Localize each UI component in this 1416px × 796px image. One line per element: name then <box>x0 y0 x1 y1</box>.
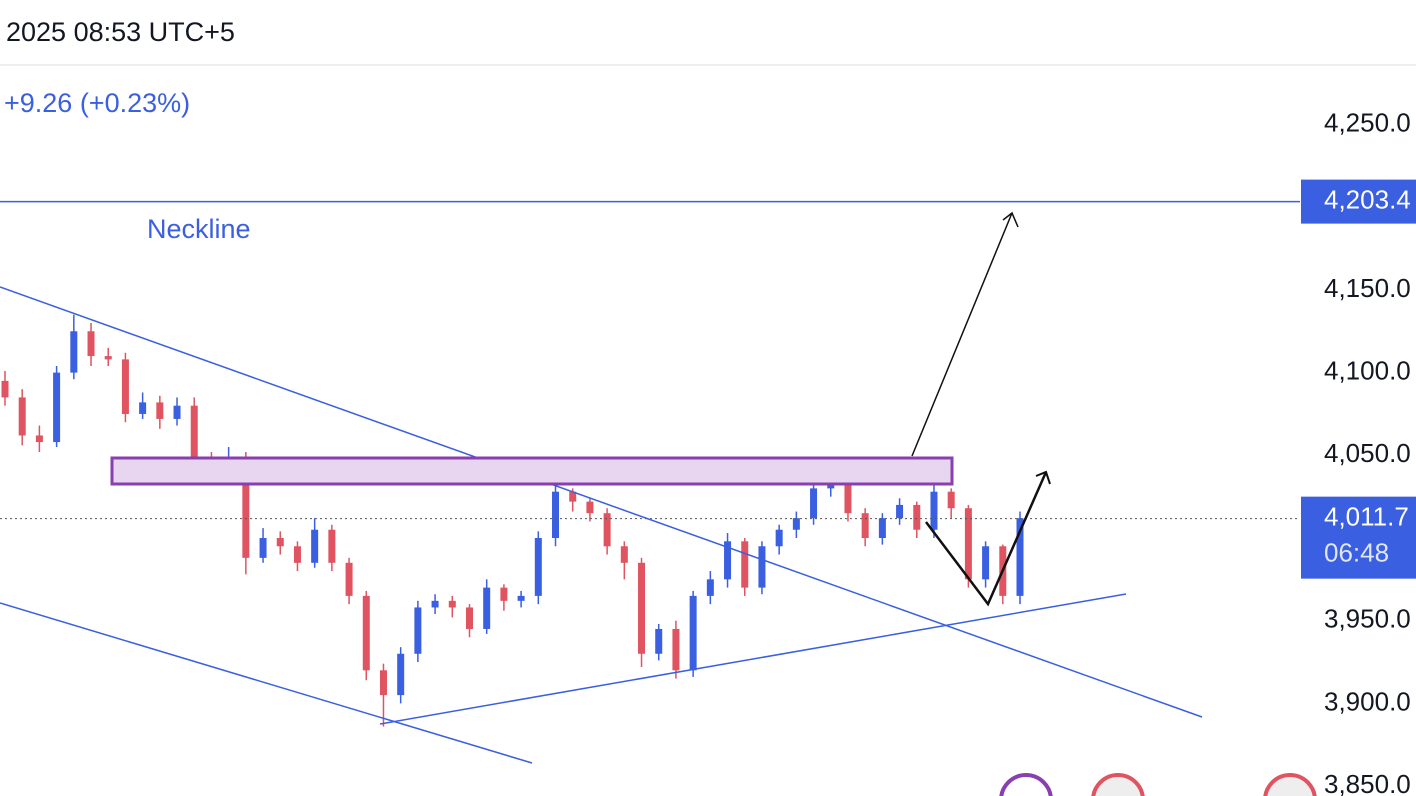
candle-body <box>706 579 714 596</box>
icon[interactable] <box>1091 773 1145 796</box>
candle-body <box>311 529 319 563</box>
candle-body <box>569 491 577 502</box>
candle-body <box>190 405 198 459</box>
y-tick-label: 3,900.0 <box>1324 686 1411 716</box>
candle-body <box>448 600 456 608</box>
y-tick-label: 4,050.0 <box>1324 438 1411 468</box>
y-tick-label: 4,150.0 <box>1324 273 1411 303</box>
candle-body <box>758 546 766 588</box>
trendline <box>0 286 1203 718</box>
candle-body <box>534 538 542 596</box>
y-tick-label: 4,100.0 <box>1324 355 1411 385</box>
candle-body <box>259 538 267 558</box>
arrow-head <box>1002 211 1019 228</box>
candle-body <box>861 513 869 538</box>
candle-body <box>431 600 439 608</box>
toolbar-icons <box>999 773 1317 796</box>
icon[interactable] <box>999 773 1053 796</box>
projection-path <box>925 471 1048 607</box>
candle-body <box>689 595 697 671</box>
candle-body <box>53 372 61 443</box>
candle-body <box>655 628 663 654</box>
candle-body <box>156 402 164 419</box>
candle-body <box>603 513 611 547</box>
candle-body <box>741 541 749 588</box>
arrow-head <box>1035 470 1051 485</box>
candle-body <box>35 435 43 443</box>
drawings <box>0 211 1203 764</box>
candle-body <box>964 508 972 580</box>
y-tick-label: 3,950.0 <box>1324 604 1411 634</box>
candle-body <box>844 471 852 514</box>
trendline <box>0 602 533 764</box>
candle-body <box>896 504 904 519</box>
price-change: +9.26 (+0.23%) <box>4 88 190 118</box>
candle-body <box>517 595 525 601</box>
candle-body <box>87 331 95 357</box>
neckline-price-box <box>1301 179 1416 224</box>
candle-body <box>500 587 508 601</box>
candle-body <box>345 562 353 596</box>
candle-body <box>1 380 9 398</box>
candle-body <box>328 529 336 563</box>
candle-body <box>982 546 990 580</box>
candle-body <box>947 491 955 509</box>
candle-body <box>930 491 938 530</box>
header-time: 2025 08:53 UTC+5 <box>6 17 235 47</box>
candle-body <box>913 504 921 530</box>
candle-body <box>276 538 284 547</box>
candle-body <box>724 541 732 580</box>
y-tick-label: 4,250.0 <box>1324 107 1411 137</box>
candle-body <box>139 402 147 414</box>
candle-body <box>121 359 129 414</box>
candle-body <box>362 595 370 671</box>
neckline-label: Neckline <box>147 214 251 244</box>
candle-body <box>465 607 473 629</box>
candle-body <box>620 546 628 563</box>
candle-body <box>414 607 422 654</box>
candle-body <box>1016 518 1024 596</box>
candle-body <box>173 405 181 419</box>
candle-body <box>18 397 26 436</box>
candle-body <box>70 331 78 373</box>
candle-body <box>810 488 818 519</box>
candle-body <box>552 491 560 538</box>
candle-body <box>104 356 112 360</box>
neckline-price: 4,203.4 <box>1324 184 1411 214</box>
y-tick-label: 3,850.0 <box>1324 769 1411 796</box>
candle-body <box>878 518 886 538</box>
candle-body <box>672 628 680 671</box>
candle-body <box>483 587 491 629</box>
last-price: 4,011.7 <box>1324 502 1409 532</box>
candle-body <box>638 562 646 654</box>
target-arrow <box>911 212 1013 457</box>
candle-body <box>242 458 250 558</box>
candle-body <box>379 670 387 696</box>
countdown: 06:48 <box>1324 538 1389 568</box>
resistance-zone <box>110 456 954 486</box>
trendline <box>379 593 1127 725</box>
candle-body <box>586 501 594 514</box>
icon[interactable] <box>1263 773 1317 796</box>
candle-body <box>775 529 783 547</box>
candle-body <box>397 653 405 696</box>
candle-body <box>792 518 800 530</box>
last-price-box <box>1301 496 1416 579</box>
candle-body <box>293 546 301 563</box>
